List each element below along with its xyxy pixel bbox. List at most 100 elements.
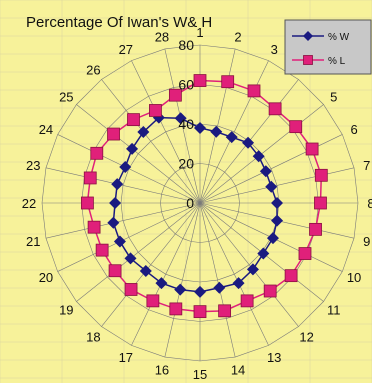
- category-label: 7: [363, 158, 370, 173]
- category-label: 23: [26, 158, 40, 173]
- data-point-w: [126, 142, 139, 155]
- category-label: 25: [59, 89, 73, 104]
- category-label: 8: [367, 196, 372, 211]
- data-point-l: [108, 264, 122, 278]
- data-point-l: [218, 304, 232, 318]
- category-label: 20: [39, 270, 53, 285]
- data-point-l: [193, 74, 207, 87]
- category-label: 3: [271, 42, 278, 57]
- data-point-l: [124, 283, 138, 296]
- category-label: 10: [347, 270, 361, 285]
- category-label: 12: [299, 330, 313, 345]
- data-point-l: [221, 75, 235, 89]
- data-point-w: [111, 178, 124, 191]
- legend-marker-w: [303, 31, 313, 41]
- ring-gridline: [81, 84, 319, 322]
- data-point-l: [107, 127, 120, 141]
- category-label: 14: [231, 363, 245, 378]
- series-layer: [81, 74, 328, 319]
- radial-tick-label: 80: [178, 37, 194, 53]
- data-point-w: [139, 264, 152, 277]
- radial-tick-label: 60: [178, 77, 194, 93]
- category-label: 17: [119, 350, 133, 365]
- category-label: 6: [350, 122, 357, 137]
- category-labels: 1234567891011121314151617181920212223242…: [22, 25, 372, 382]
- data-point-w: [259, 165, 272, 178]
- data-point-l: [149, 104, 162, 117]
- data-point-w: [265, 180, 278, 193]
- data-point-l: [87, 220, 101, 234]
- category-label: 26: [86, 62, 100, 77]
- data-point-w: [109, 197, 122, 209]
- data-point-w: [119, 161, 132, 174]
- data-point-w: [155, 277, 168, 290]
- data-point-l: [90, 146, 104, 160]
- legend-marker-l: [303, 55, 313, 65]
- data-point-w: [113, 235, 126, 248]
- category-label: 24: [39, 122, 53, 137]
- data-point-w: [246, 263, 259, 276]
- data-point-w: [124, 252, 137, 265]
- radial-tick-label: 20: [178, 156, 194, 172]
- data-point-w: [257, 247, 270, 260]
- legend-label-w: % W: [328, 32, 350, 43]
- category-label: 19: [59, 303, 73, 318]
- data-point-l: [95, 243, 109, 257]
- data-point-w: [107, 216, 120, 229]
- data-point-w: [137, 125, 150, 138]
- data-point-l: [263, 284, 277, 298]
- category-label: 11: [327, 303, 341, 318]
- data-point-l: [247, 84, 261, 98]
- chart-title: Percentage Of Iwan's W& H: [26, 14, 212, 31]
- data-point-w: [194, 121, 206, 134]
- category-label: 1: [196, 25, 203, 40]
- data-point-w: [225, 131, 238, 144]
- legend-label-l: % L: [328, 56, 346, 67]
- data-point-l: [240, 294, 254, 308]
- data-point-l: [168, 88, 182, 102]
- data-point-l: [289, 120, 303, 134]
- ring-gridline: [120, 123, 280, 283]
- category-label: 9: [363, 234, 370, 249]
- category-label: 16: [155, 363, 169, 378]
- data-point-w: [271, 197, 284, 209]
- data-point-w: [174, 283, 187, 296]
- data-point-l: [284, 269, 298, 283]
- data-point-w: [242, 136, 255, 149]
- data-point-w: [174, 112, 187, 125]
- category-label: 27: [119, 42, 133, 57]
- data-point-w: [266, 232, 279, 245]
- ring-gridline: [41, 44, 359, 362]
- data-point-l: [268, 102, 282, 116]
- data-point-w: [232, 277, 245, 290]
- data-point-l: [169, 302, 183, 316]
- data-point-w: [194, 285, 206, 298]
- data-point-w: [213, 281, 226, 294]
- radial-gridlines: [41, 44, 359, 362]
- category-label: 28: [155, 29, 169, 44]
- category-label: 2: [234, 29, 241, 44]
- data-point-l: [309, 222, 322, 236]
- radial-tick-label: 40: [178, 116, 194, 132]
- legend: % W % L: [284, 19, 372, 75]
- data-point-w: [271, 214, 284, 227]
- data-point-l: [127, 113, 140, 127]
- data-point-l: [146, 294, 160, 308]
- data-point-w: [252, 150, 265, 163]
- data-point-w: [210, 125, 223, 138]
- category-label: 13: [267, 350, 281, 365]
- data-point-l: [193, 305, 207, 319]
- category-label: 18: [86, 330, 100, 345]
- data-point-l: [314, 168, 328, 182]
- ring-gridline: [160, 163, 240, 243]
- radial-tick-label: 0: [186, 195, 194, 211]
- data-point-l: [81, 196, 94, 210]
- legend-box: [284, 19, 372, 75]
- data-point-l: [305, 142, 319, 156]
- radial-tick-labels: 0 20 40 60 80: [178, 37, 194, 211]
- category-label: 5: [330, 89, 337, 104]
- category-label: 21: [26, 234, 40, 249]
